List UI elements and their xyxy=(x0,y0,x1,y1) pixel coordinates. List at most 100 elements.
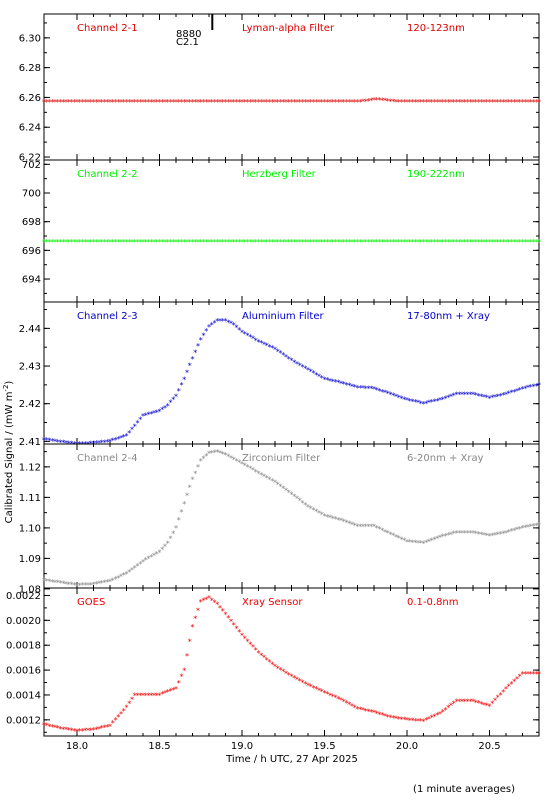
data-point: * xyxy=(180,381,184,390)
data-point: * xyxy=(400,98,404,107)
data-point: * xyxy=(422,98,426,107)
panel-4: 1.081.091.101.111.12********************… xyxy=(19,443,541,595)
data-point: * xyxy=(177,98,181,107)
data-point: * xyxy=(48,238,52,247)
panel-frame xyxy=(43,443,540,589)
data-point: * xyxy=(67,98,71,107)
data-point: * xyxy=(169,399,173,408)
data-point: * xyxy=(504,685,508,694)
data-point: * xyxy=(380,238,384,247)
y-tick-label: 6.22 xyxy=(19,153,41,164)
y-tick-label: 0.0020 xyxy=(6,616,41,627)
data-point: * xyxy=(397,534,401,543)
data-point: * xyxy=(78,238,82,247)
data-point: * xyxy=(394,714,398,723)
data-point: * xyxy=(53,724,57,733)
data-point: * xyxy=(199,457,203,466)
y-tick-label: 696 xyxy=(22,246,41,257)
data-point: * xyxy=(394,533,398,542)
data-point: * xyxy=(328,238,332,247)
data-point: * xyxy=(262,472,266,481)
data-point: * xyxy=(446,98,450,107)
y-tick-label: 2.44 xyxy=(19,324,41,335)
data-point: * xyxy=(490,98,494,107)
data-point: * xyxy=(160,406,164,415)
data-point: * xyxy=(116,713,120,722)
data-point: * xyxy=(86,98,90,107)
panel-filter-label: Aluminium Filter xyxy=(242,311,325,322)
data-point: * xyxy=(295,676,299,685)
data-point: * xyxy=(114,575,118,584)
data-point: * xyxy=(108,98,112,107)
data-point: * xyxy=(92,238,96,247)
data-point: * xyxy=(408,716,412,725)
y-tick-label: 1.08 xyxy=(19,584,41,595)
data-point: * xyxy=(59,725,63,734)
y-axis-label: Calibrated Signal / (mW m-2) xyxy=(2,381,15,524)
data-point: * xyxy=(526,523,530,532)
data-point: * xyxy=(254,646,258,655)
data-point: * xyxy=(389,97,393,106)
data-point: * xyxy=(375,524,379,533)
data-point: * xyxy=(526,670,530,679)
data-point: * xyxy=(416,399,420,408)
data-point: * xyxy=(138,560,142,569)
data-point: * xyxy=(328,514,332,523)
data-point: * xyxy=(446,531,450,540)
data-point: * xyxy=(380,526,384,535)
data-point: * xyxy=(169,238,173,247)
data-point: * xyxy=(103,98,107,107)
data-point: * xyxy=(457,98,461,107)
data-point: * xyxy=(61,98,65,107)
data-point: * xyxy=(50,98,54,107)
data-point: * xyxy=(466,238,470,247)
series-points: ****************************************… xyxy=(42,317,541,449)
data-point: * xyxy=(292,358,296,367)
data-point: * xyxy=(331,693,335,702)
data-point: * xyxy=(149,553,153,562)
data-point: * xyxy=(455,238,459,247)
data-point: * xyxy=(284,98,288,107)
data-point: * xyxy=(89,238,93,247)
data-point: * xyxy=(81,98,85,107)
data-point: * xyxy=(523,524,527,533)
data-point: * xyxy=(105,578,109,587)
data-point: * xyxy=(507,683,511,692)
data-point: * xyxy=(455,98,459,107)
data-point: * xyxy=(402,98,406,107)
data-point: * xyxy=(389,391,393,400)
data-point: * xyxy=(323,512,327,521)
data-point: * xyxy=(155,550,159,559)
data-point: * xyxy=(331,514,335,523)
data-point: * xyxy=(356,238,360,247)
data-point: * xyxy=(83,98,87,107)
data-point: * xyxy=(441,395,445,404)
data-point: * xyxy=(356,98,360,107)
panel-3: 2.412.422.432.44************ ***** *******… xyxy=(19,301,541,449)
data-point: * xyxy=(356,705,360,714)
data-point: * xyxy=(380,96,384,105)
data-point: * xyxy=(45,577,49,586)
data-point: * xyxy=(471,529,475,538)
data-point: * xyxy=(394,392,398,401)
data-point: * xyxy=(460,529,464,538)
data-point: * xyxy=(166,688,170,697)
data-point: * xyxy=(81,238,85,247)
data-point: * xyxy=(281,485,285,494)
data-point: * xyxy=(499,238,503,247)
data-point: * xyxy=(408,397,412,406)
data-point: * xyxy=(301,98,305,107)
data-point: * xyxy=(213,319,217,328)
data-point: * xyxy=(295,360,299,369)
data-point: * xyxy=(386,390,390,399)
panel-filter-label: Xray Sensor xyxy=(242,597,303,608)
data-point: * xyxy=(474,391,478,400)
panel-5: 0.0012 0.0014 0.0016 0.0018 0.0020 0.0022 18.0… xyxy=(6,587,541,752)
data-point: * xyxy=(215,238,219,247)
data-point: * xyxy=(42,98,46,107)
data-point: * xyxy=(97,725,101,734)
data-point: * xyxy=(317,509,321,518)
data-point: * xyxy=(207,594,211,603)
data-point: * xyxy=(424,98,428,107)
data-point: * xyxy=(237,326,241,335)
